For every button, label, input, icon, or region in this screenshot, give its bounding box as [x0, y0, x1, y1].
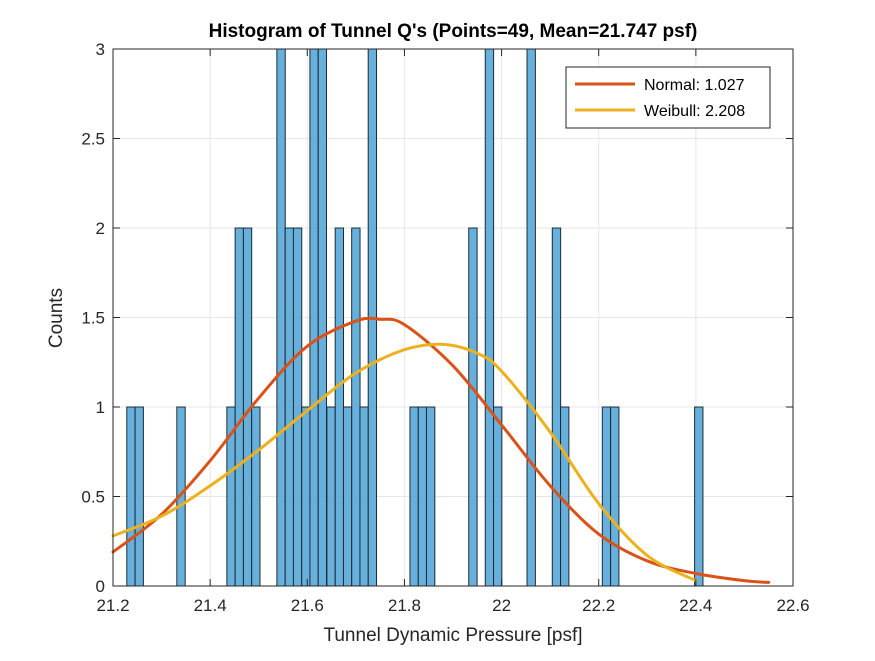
x-axis-label: Tunnel Dynamic Pressure [psf] [323, 625, 582, 646]
histogram-bar [526, 48, 536, 587]
y-tick-label: 1 [96, 398, 105, 417]
chart-title: Histogram of Tunnel Q's (Points=49, Mean… [209, 21, 698, 42]
x-tick-label: 21.4 [194, 596, 227, 615]
x-tick-label: 22.2 [582, 596, 615, 615]
y-tick-label: 1.5 [81, 309, 105, 328]
histogram-bar [425, 406, 436, 587]
histogram-bar [276, 48, 286, 587]
x-tick-label: 22.4 [679, 596, 712, 615]
y-tick-label: 0 [96, 577, 105, 596]
histogram-bar [351, 227, 361, 587]
y-tick-label: 2 [96, 219, 105, 238]
histogram-bar [694, 406, 704, 587]
histogram-bar [484, 48, 495, 587]
histogram-bar [610, 406, 620, 587]
y-tick-label: 0.5 [81, 488, 105, 507]
histogram-bar [292, 227, 303, 587]
weibull-fit-line [111, 342, 698, 583]
histogram-bar [468, 227, 478, 587]
y-tick-label: 3 [96, 40, 105, 59]
axes: 21.2 21.4 21.6 21.8 22 22.2 22.4 22.6 0 0.5 1 1.5 2 2… [81, 40, 809, 615]
histogram-bar [301, 406, 311, 587]
x-tick-label: 21.2 [96, 596, 129, 615]
histogram-bar [342, 406, 353, 587]
y-tick-label: 2.5 [81, 130, 105, 149]
histogram-bar [134, 406, 144, 587]
histogram-bar [601, 406, 612, 587]
histogram-bar [409, 406, 419, 587]
histogram-bar [493, 406, 503, 587]
histogram-bar [126, 406, 136, 587]
legend-entry-label: Weibull: 2.208 [644, 103, 745, 120]
fit-curves [111, 316, 771, 584]
histogram-bar [251, 406, 261, 587]
histogram-bar [334, 227, 345, 587]
histogram-bar [317, 48, 328, 587]
legend: Normal: 1.027 Weibull: 2.208 [565, 66, 771, 129]
x-tick-label: 22.6 [776, 596, 809, 615]
histogram-bar [234, 227, 244, 587]
histogram-bar [551, 227, 562, 587]
histogram-bar [359, 406, 369, 587]
histogram-bar [284, 227, 294, 587]
legend-box [565, 66, 771, 129]
histogram-bar [417, 406, 428, 587]
x-tick-label: 21.8 [388, 596, 421, 615]
x-tick-label: 22 [492, 596, 511, 615]
y-axis-label: Counts [46, 288, 67, 348]
histogram-bar [309, 48, 319, 587]
legend-entry-label: Normal: 1.027 [644, 77, 745, 94]
histogram-bar [326, 406, 336, 587]
x-tick-label: 21.6 [291, 596, 324, 615]
